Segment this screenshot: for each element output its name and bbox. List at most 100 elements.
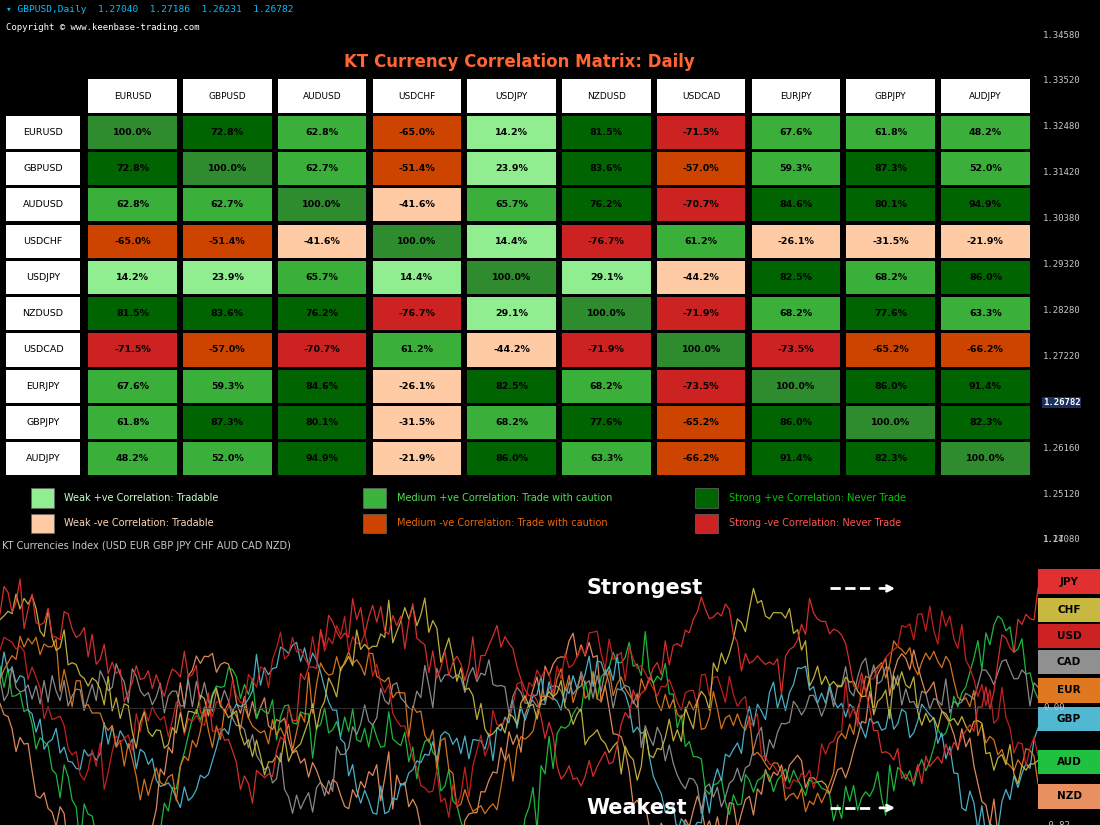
- Text: -0.82: -0.82: [1043, 821, 1070, 825]
- Text: 61.2%: 61.2%: [684, 237, 717, 246]
- Text: -76.7%: -76.7%: [398, 309, 436, 318]
- Text: -31.5%: -31.5%: [398, 418, 436, 427]
- Bar: [562, 188, 650, 221]
- Bar: [373, 261, 461, 294]
- Text: -71.5%: -71.5%: [683, 128, 719, 137]
- Text: Strong -ve Correlation: Never Trade: Strong -ve Correlation: Never Trade: [728, 518, 901, 528]
- Text: -65.2%: -65.2%: [872, 346, 909, 355]
- Bar: [562, 370, 650, 403]
- Text: 76.2%: 76.2%: [590, 200, 623, 210]
- Bar: [183, 297, 272, 330]
- Text: 1.27220: 1.27220: [1043, 352, 1080, 361]
- Text: 100.0%: 100.0%: [682, 346, 720, 355]
- Text: 94.9%: 94.9%: [306, 455, 339, 464]
- Text: 63.3%: 63.3%: [969, 309, 1002, 318]
- Text: KT Currency Correlation Matrix: Daily: KT Currency Correlation Matrix: Daily: [343, 53, 694, 71]
- Text: 52.0%: 52.0%: [969, 164, 1002, 173]
- Bar: [278, 261, 366, 294]
- Bar: [562, 297, 650, 330]
- Bar: [846, 188, 935, 221]
- Bar: [88, 152, 177, 186]
- Text: Strongest: Strongest: [586, 578, 703, 598]
- Bar: [183, 442, 272, 475]
- Bar: [751, 333, 840, 366]
- Bar: [363, 488, 386, 507]
- Text: 14.4%: 14.4%: [400, 273, 433, 282]
- Bar: [88, 333, 177, 366]
- Bar: [183, 224, 272, 257]
- Bar: [7, 333, 80, 366]
- Text: -66.2%: -66.2%: [967, 346, 1004, 355]
- Text: 100.0%: 100.0%: [966, 455, 1005, 464]
- Bar: [942, 406, 1030, 439]
- Text: EURUSD: EURUSD: [113, 92, 152, 101]
- Text: -71.9%: -71.9%: [587, 346, 625, 355]
- Text: 77.6%: 77.6%: [590, 418, 623, 427]
- Bar: [88, 188, 177, 221]
- Text: 1.34580: 1.34580: [1043, 31, 1080, 40]
- Text: 1.25120: 1.25120: [1043, 489, 1080, 498]
- Text: 86.0%: 86.0%: [969, 273, 1002, 282]
- Bar: [1038, 598, 1100, 622]
- Bar: [751, 370, 840, 403]
- Text: AUDUSD: AUDUSD: [302, 92, 341, 101]
- Bar: [278, 333, 366, 366]
- Bar: [183, 188, 272, 221]
- Text: USDCHF: USDCHF: [23, 237, 63, 246]
- Text: 61.2%: 61.2%: [400, 346, 433, 355]
- Text: USD: USD: [1057, 631, 1081, 641]
- Text: 1.28280: 1.28280: [1043, 306, 1080, 315]
- Bar: [183, 333, 272, 366]
- Bar: [7, 116, 80, 149]
- Bar: [278, 116, 366, 149]
- Bar: [373, 406, 461, 439]
- Text: USDCHF: USDCHF: [398, 92, 436, 101]
- Text: AUD: AUD: [1057, 757, 1081, 767]
- Bar: [88, 297, 177, 330]
- Text: 68.2%: 68.2%: [779, 309, 813, 318]
- Text: -70.7%: -70.7%: [683, 200, 719, 210]
- Text: Strong +ve Correlation: Never Trade: Strong +ve Correlation: Never Trade: [728, 493, 905, 503]
- Text: 100.0%: 100.0%: [113, 128, 152, 137]
- Text: 82.5%: 82.5%: [780, 273, 813, 282]
- Text: -21.9%: -21.9%: [398, 455, 436, 464]
- Text: EURJPY: EURJPY: [780, 92, 812, 101]
- Text: -71.9%: -71.9%: [683, 309, 719, 318]
- Bar: [7, 188, 80, 221]
- Text: -31.5%: -31.5%: [872, 237, 909, 246]
- Bar: [278, 79, 366, 113]
- Text: JPY: JPY: [1059, 577, 1078, 587]
- Bar: [183, 261, 272, 294]
- Bar: [942, 297, 1030, 330]
- Text: CHF: CHF: [1057, 606, 1080, 615]
- Bar: [942, 152, 1030, 186]
- Bar: [31, 488, 54, 507]
- Text: 65.7%: 65.7%: [495, 200, 528, 210]
- Bar: [695, 488, 718, 507]
- Text: -26.1%: -26.1%: [398, 382, 436, 391]
- Bar: [7, 261, 80, 294]
- Bar: [88, 224, 177, 257]
- Text: 23.9%: 23.9%: [495, 164, 528, 173]
- Bar: [468, 261, 556, 294]
- Bar: [373, 224, 461, 257]
- Text: 100.0%: 100.0%: [397, 237, 437, 246]
- Bar: [846, 333, 935, 366]
- Bar: [657, 116, 746, 149]
- Bar: [846, 442, 935, 475]
- Bar: [657, 79, 746, 113]
- Text: 87.3%: 87.3%: [211, 418, 244, 427]
- Text: 23.9%: 23.9%: [211, 273, 244, 282]
- Text: 48.2%: 48.2%: [116, 455, 150, 464]
- Text: 65.7%: 65.7%: [306, 273, 339, 282]
- Bar: [942, 333, 1030, 366]
- Bar: [373, 188, 461, 221]
- Bar: [562, 152, 650, 186]
- Bar: [278, 152, 366, 186]
- Bar: [1038, 785, 1100, 808]
- Text: 1.32480: 1.32480: [1043, 122, 1080, 131]
- Bar: [942, 79, 1030, 113]
- Bar: [657, 224, 746, 257]
- Bar: [183, 116, 272, 149]
- Bar: [1038, 624, 1100, 648]
